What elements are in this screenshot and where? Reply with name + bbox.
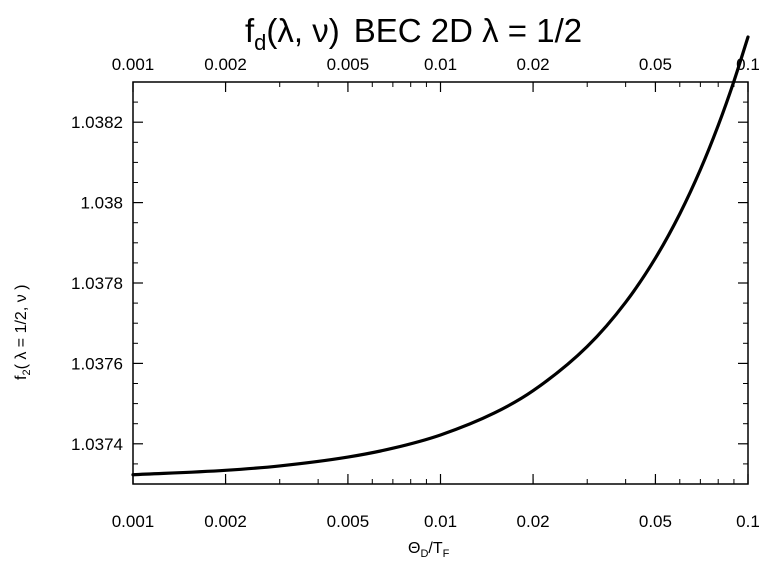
x-axis-label-slash: /T bbox=[428, 540, 442, 557]
y-axis-label: f2( λ = 1/2, ν ) bbox=[13, 285, 33, 381]
top-tick-label: 0.005 bbox=[327, 55, 370, 74]
x-axis-label-sub-d: D bbox=[420, 548, 428, 560]
y-tick-label: 1.0382 bbox=[71, 113, 123, 132]
y-tick-label: 1.0374 bbox=[71, 435, 123, 454]
top-tick-label: 0.002 bbox=[204, 55, 247, 74]
y-axis-label-subscript: 2 bbox=[21, 369, 33, 375]
tick-group bbox=[132, 81, 749, 485]
top-tick-label: 0.02 bbox=[517, 55, 550, 74]
top-tick-label: 0.05 bbox=[639, 55, 672, 74]
x-tick-label: 0.02 bbox=[517, 512, 550, 531]
x-tick-labels: 0.001 0.002 0.005 0.01 0.02 0.05 0.1 bbox=[112, 512, 760, 531]
x-tick-label: 0.05 bbox=[639, 512, 672, 531]
chart-title-rest: BEC 2D λ = 1/2 bbox=[354, 12, 582, 49]
x-tick-label: 0.01 bbox=[424, 512, 457, 531]
x-tick-label: 0.1 bbox=[736, 512, 760, 531]
series-line bbox=[131, 35, 750, 477]
y-tick-label: 1.0376 bbox=[71, 354, 123, 373]
chart-title-subscript: d bbox=[254, 30, 266, 55]
x-tick-label: 0.001 bbox=[112, 512, 155, 531]
x-tick-label: 0.002 bbox=[204, 512, 247, 531]
y-tick-labels: 1.0374 1.0376 1.0378 1.038 1.0382 bbox=[71, 113, 123, 454]
top-tick-label: 0.001 bbox=[112, 55, 155, 74]
x-axis-label-theta: Θ bbox=[408, 540, 420, 557]
chart-title-f: f bbox=[245, 12, 255, 49]
x-axis-label: ΘD/TF bbox=[408, 540, 450, 560]
x-tick-label: 0.005 bbox=[327, 512, 370, 531]
x-axis-label-sub-f: F bbox=[443, 548, 450, 560]
chart-title-args: (λ, ν) bbox=[266, 12, 339, 49]
top-tick-labels: 0.001 0.002 0.005 0.01 0.02 0.05 0.1 bbox=[112, 55, 760, 74]
y-axis-label-rest: ( λ = 1/2, ν ) bbox=[13, 285, 30, 370]
chart-title: fd(λ, ν) BEC 2D λ = 1/2 bbox=[245, 12, 582, 55]
plot-frame bbox=[132, 81, 749, 485]
y-axis-label-f: f bbox=[13, 375, 30, 380]
y-tick-label: 1.0378 bbox=[71, 274, 123, 293]
top-tick-label: 0.01 bbox=[424, 55, 457, 74]
y-tick-label: 1.038 bbox=[80, 194, 123, 213]
